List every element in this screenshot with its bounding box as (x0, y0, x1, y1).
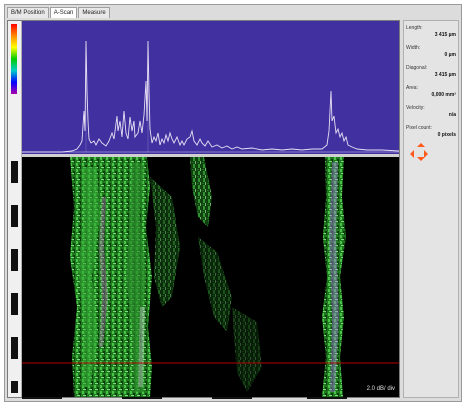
b-scan-image[interactable]: 2.0 dB/ div (22, 157, 399, 397)
velocity-field: Velocity: n/a (406, 105, 456, 118)
nav-right-button[interactable] (424, 150, 432, 158)
pixel-count-label: Pixel count: (406, 125, 432, 131)
width-value: 0 µm (444, 52, 457, 58)
panel-divider[interactable] (22, 154, 399, 157)
direction-pad-icon (410, 143, 432, 165)
tab-bm-position[interactable]: B/M Position (7, 7, 49, 18)
diagonal-value: 3 415 µm (434, 72, 456, 78)
nav-down-button[interactable] (417, 157, 425, 165)
nav-left-button[interactable] (406, 150, 414, 158)
pixel-count-value: 0 pixels (437, 132, 456, 138)
depth-ruler (11, 161, 18, 393)
velocity-value: n/a (448, 112, 456, 118)
scale-label: 2.0 dB/ div (366, 386, 395, 392)
bottom-scale (22, 397, 347, 399)
a-scan-trace (22, 40, 399, 153)
velocity-label: Velocity: (406, 105, 425, 111)
nav-up-button[interactable] (417, 139, 425, 147)
left-toolbar (8, 21, 22, 397)
length-label: Length: (406, 25, 423, 31)
color-scale-icon (11, 24, 17, 94)
pixel-count-field: Pixel count: 0 pixels (406, 125, 456, 138)
scan-workspace: 2.0 dB/ div (7, 20, 400, 399)
width-label: Width: (406, 45, 421, 51)
area-label: Area: (406, 85, 418, 91)
tab-a-scan[interactable]: A-Scan (49, 7, 78, 18)
measurement-panel: Length: 3 415 µm Width: 0 µm Diagonal: 3… (403, 20, 459, 398)
tab-measure[interactable]: Measure (78, 7, 110, 18)
width-field: Width: 0 µm (406, 45, 456, 58)
length-field: Length: 3 415 µm (406, 25, 456, 38)
analysis-window: B/M Position A-Scan Measure (4, 4, 462, 402)
diagonal-field: Diagonal: 3 415 µm (406, 65, 456, 78)
area-field: Area: 0,000 mm² (406, 85, 456, 98)
area-value: 0,000 mm² (431, 92, 456, 98)
b-scan-tissue-render (22, 157, 399, 397)
length-value: 3 415 µm (434, 32, 456, 38)
tab-strip: B/M Position A-Scan Measure (7, 7, 110, 21)
diagonal-label: Diagonal: (406, 65, 428, 71)
a-scan-plot[interactable] (22, 21, 399, 154)
